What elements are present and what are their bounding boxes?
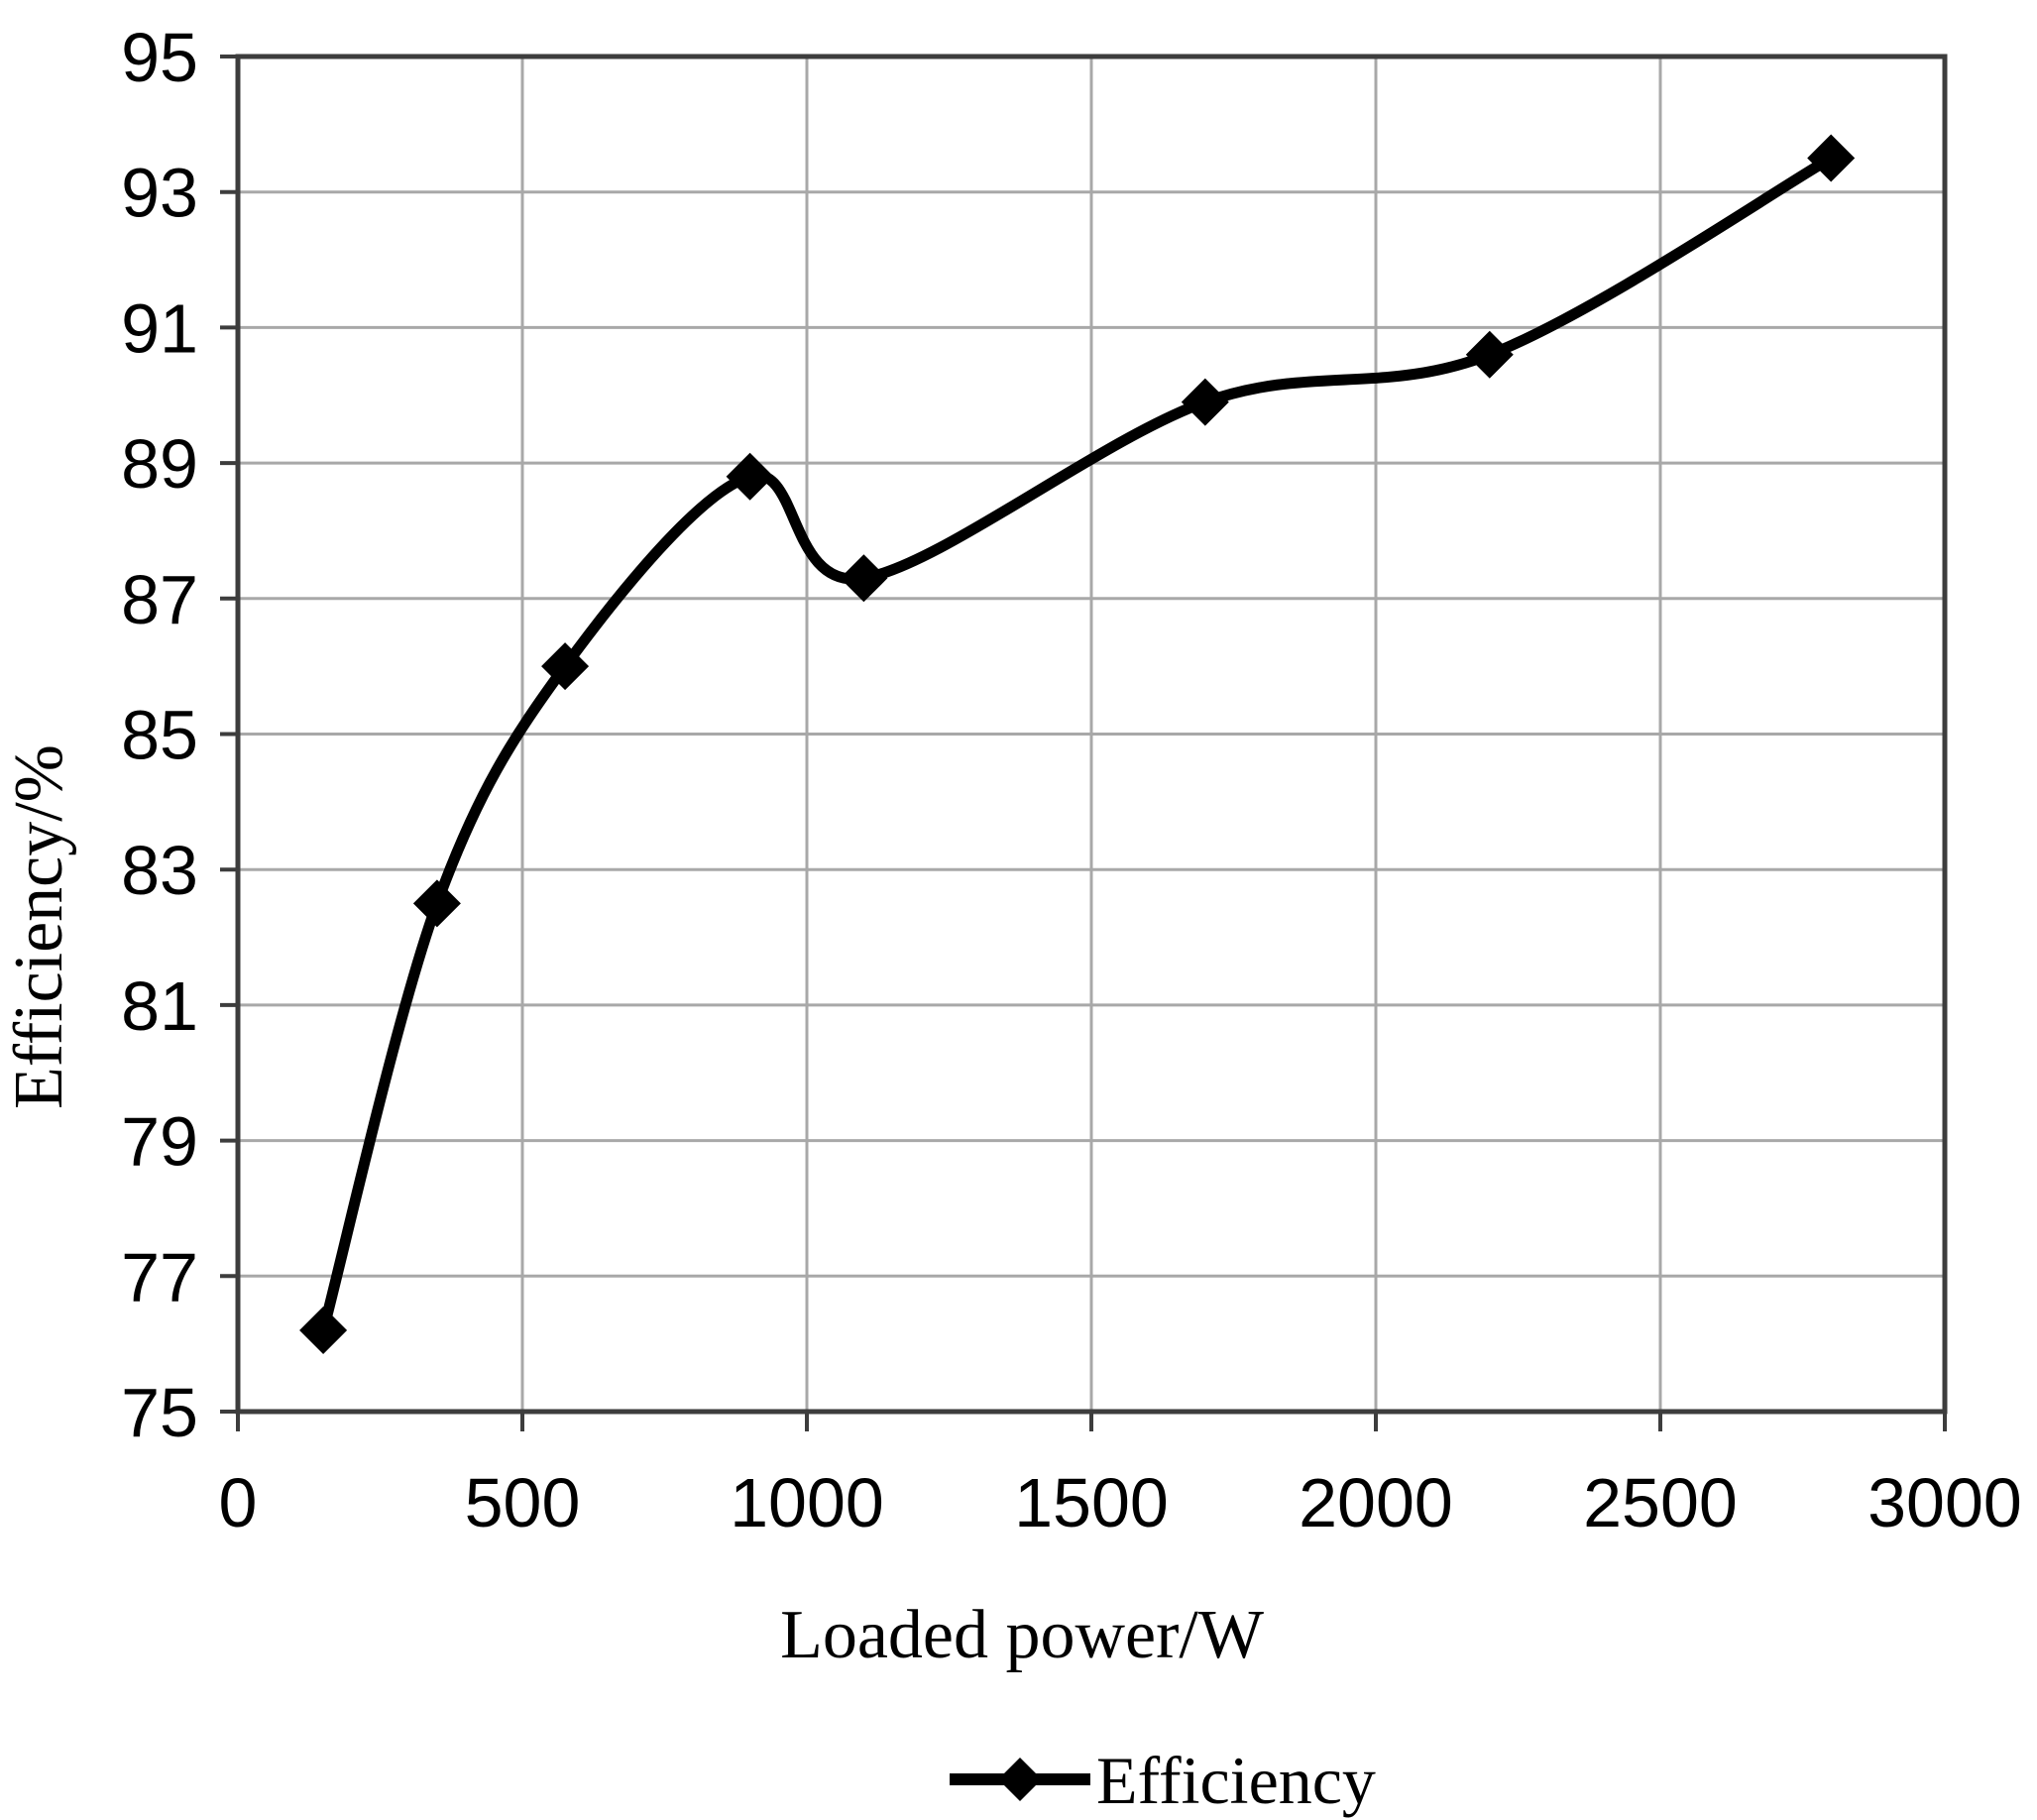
y-axis-title: Efficiency/% xyxy=(1,744,77,1109)
diamond-marker xyxy=(1807,134,1856,182)
x-tick-label: 3000 xyxy=(1867,1464,2022,1541)
gridlines xyxy=(238,57,1945,1412)
tick-labels: 75 77 79 81 83 85 87 89 91 93 95 0 500 1000 1500 2000 25… xyxy=(121,19,2022,1541)
series-markers xyxy=(299,134,1856,1354)
diamond-marker xyxy=(726,452,774,501)
legend: Efficiency xyxy=(950,1743,1376,1818)
tick-marks xyxy=(220,55,1947,1431)
diamond-marker xyxy=(1181,378,1229,426)
diamond-marker xyxy=(541,642,590,691)
y-tick-label: 83 xyxy=(121,832,198,909)
legend-label: Efficiency xyxy=(1096,1743,1376,1818)
y-tick-label: 93 xyxy=(121,155,198,232)
diamond-marker xyxy=(1465,330,1514,379)
y-tick-label: 77 xyxy=(121,1238,198,1315)
y-tick-label: 81 xyxy=(121,967,198,1045)
y-tick-label: 91 xyxy=(121,289,198,367)
y-tick-label: 75 xyxy=(121,1374,198,1451)
x-tick-label: 2500 xyxy=(1583,1464,1738,1541)
x-tick-label: 2000 xyxy=(1299,1464,1453,1541)
legend-diamond-marker xyxy=(998,1758,1042,1801)
diamond-marker xyxy=(299,1306,348,1354)
x-tick-label: 1000 xyxy=(730,1464,884,1541)
y-tick-label: 89 xyxy=(121,425,198,503)
y-tick-label: 95 xyxy=(121,19,198,96)
diamond-marker xyxy=(412,879,461,928)
x-axis-title: Loaded power/W xyxy=(780,1597,1264,1673)
x-tick-label: 0 xyxy=(219,1464,258,1541)
efficiency-series-line xyxy=(317,153,1837,1336)
x-tick-label: 1500 xyxy=(1014,1464,1169,1541)
diamond-marker xyxy=(840,554,888,603)
x-tick-label: 500 xyxy=(465,1464,581,1541)
y-tick-label: 79 xyxy=(121,1103,198,1181)
y-tick-label: 87 xyxy=(121,561,198,638)
y-tick-label: 85 xyxy=(121,697,198,774)
